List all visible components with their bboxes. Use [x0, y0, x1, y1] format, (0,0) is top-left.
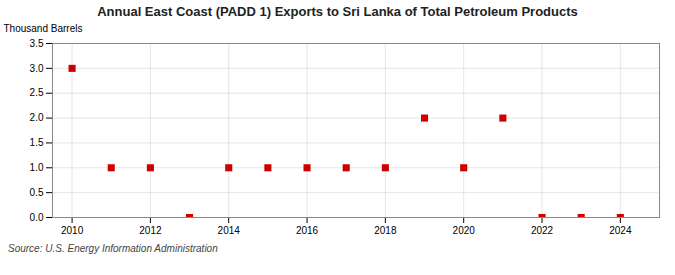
svg-text:2018: 2018 [374, 225, 397, 236]
svg-text:2.5: 2.5 [30, 87, 44, 98]
svg-text:1.5: 1.5 [30, 137, 44, 148]
svg-text:2024: 2024 [609, 225, 632, 236]
html-text:Source: U.S. Energy Informatio: Source: U.S. Energy Information Administ… [8, 243, 218, 254]
svg-text:Thousand Barrels: Thousand Barrels [4, 23, 83, 34]
svg-text:1.0: 1.0 [30, 162, 44, 173]
svg-text:2010: 2010 [61, 225, 84, 236]
svg-text:0.0: 0.0 [30, 212, 44, 223]
svg-text:2022: 2022 [531, 225, 554, 236]
svg-text:3.0: 3.0 [30, 63, 44, 74]
svg-text:0.5: 0.5 [30, 187, 44, 198]
svg-text:2016: 2016 [296, 225, 319, 236]
svg-text:2.0: 2.0 [30, 112, 44, 123]
svg-text:2014: 2014 [218, 225, 241, 236]
html-text:Annual East Coast (PADD 1) Exp: Annual East Coast (PADD 1) Exports to Sr… [97, 4, 578, 19]
svg-text:2020: 2020 [453, 225, 476, 236]
svg-text:2012: 2012 [139, 225, 162, 236]
svg-text:3.5: 3.5 [30, 38, 44, 49]
